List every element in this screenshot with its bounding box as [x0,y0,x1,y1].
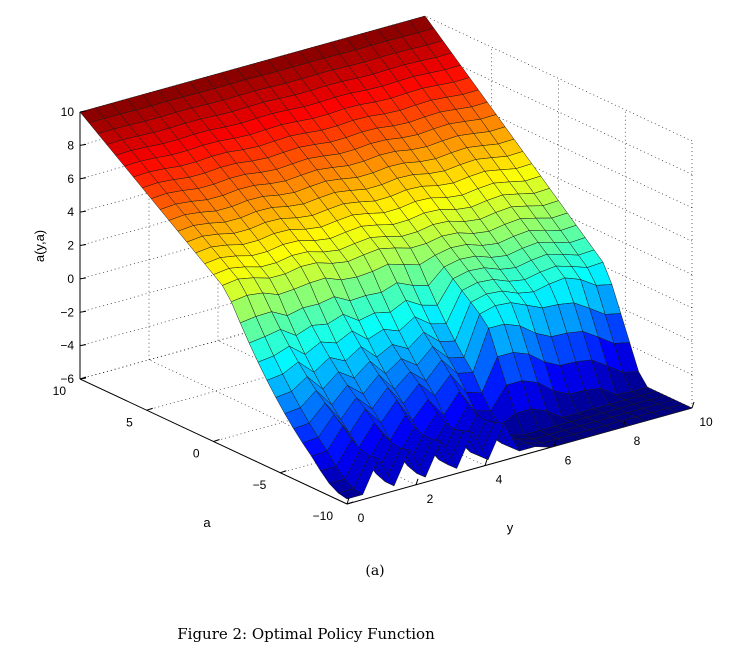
z-axis-label: a(y,a) [32,230,47,262]
z-tick-mark [79,177,87,180]
y-tick-mark [280,470,287,474]
z-tick-label: 8 [67,138,74,152]
figure-caption: Figure 2: Optimal Policy Function [177,625,435,643]
z-tick-mark [79,244,87,246]
x-tick-label: 8 [634,434,641,448]
subcaption: (a) [365,563,384,579]
z-tick-label: 6 [67,172,74,186]
x-tick-label: 4 [496,473,503,487]
x-tick-mark [415,478,419,485]
y-tick-label: −10 [313,509,334,523]
y-tick-mark [146,407,153,411]
z-tick-label: 10 [61,105,75,119]
y-axis-label: a [203,515,211,530]
z-tick-mark [79,277,87,280]
z-tick-label: 0 [67,272,74,286]
z-tick-label: 4 [67,205,74,219]
z-tick-mark [79,310,87,313]
surface [79,15,693,500]
x-axis-label: y [507,520,514,535]
x-tick-mark [553,440,557,447]
x-tick-label: 2 [427,492,434,506]
x-tick-mark [484,459,488,466]
z-tick-mark [79,377,87,380]
x-tick-mark [622,421,626,428]
z-tick-mark [79,143,87,146]
z-tick-label: −6 [60,372,74,386]
x-tick-label: 10 [699,415,713,429]
z-tick-label: −2 [60,305,74,319]
z-tick-mark [79,110,87,113]
z-tick-label: 2 [67,239,74,253]
x-tick-mark [691,401,695,409]
y-tick-mark [213,439,220,442]
y-tick-mark [346,501,354,505]
surface-patch [337,488,364,500]
z-tick-mark [79,344,87,347]
z-tick-label: −4 [60,339,74,353]
y-tick-label: 10 [53,384,67,398]
x-tick-label: 6 [565,453,572,467]
x-tick-mark [346,497,350,505]
y-tick-label: −5 [253,478,267,492]
y-tick-label: 0 [193,447,200,461]
z-tick-mark [79,210,87,213]
x-tick-label: 0 [358,511,365,525]
y-tick-label: 5 [126,415,133,429]
